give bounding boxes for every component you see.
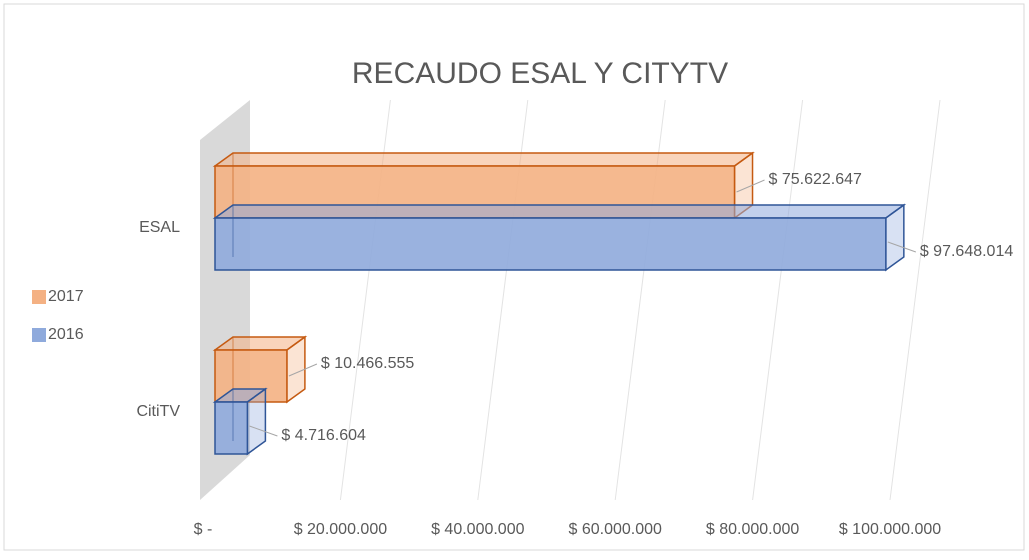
value-label: $ 75.622.647 xyxy=(769,171,863,188)
x-tick-label: $ 20.000.000 xyxy=(294,521,388,538)
leader-line xyxy=(736,179,765,193)
chart-frame xyxy=(3,3,1025,551)
leader-line xyxy=(249,425,278,437)
x-tick-label: $ - xyxy=(194,521,213,538)
category-label: CitiTV xyxy=(136,403,180,420)
bar-top xyxy=(212,204,907,219)
legend-swatch xyxy=(32,290,46,304)
grid-line xyxy=(889,99,941,501)
value-label: $ 97.648.014 xyxy=(920,243,1014,260)
legend-label: 2017 xyxy=(48,288,84,305)
bar xyxy=(214,217,887,271)
legend-swatch xyxy=(32,328,46,342)
x-tick-label: $ 80.000.000 xyxy=(706,521,800,538)
value-label: $ 10.466.555 xyxy=(321,355,415,372)
leader-line xyxy=(288,363,318,377)
bar-top xyxy=(212,152,755,167)
leader-line xyxy=(887,241,917,253)
x-tick-label: $ 60.000.000 xyxy=(568,521,662,538)
legend-label: 2016 xyxy=(48,326,84,343)
value-label: $ 4.716.604 xyxy=(281,427,366,444)
bar xyxy=(214,401,249,455)
x-tick-label: $ 40.000.000 xyxy=(431,521,525,538)
x-tick-label: $ 100.000.000 xyxy=(839,521,941,538)
chart-title: RECAUDO ESAL Y CITYTV xyxy=(352,57,728,90)
grid-line xyxy=(752,99,804,501)
category-label: ESAL xyxy=(139,219,180,236)
